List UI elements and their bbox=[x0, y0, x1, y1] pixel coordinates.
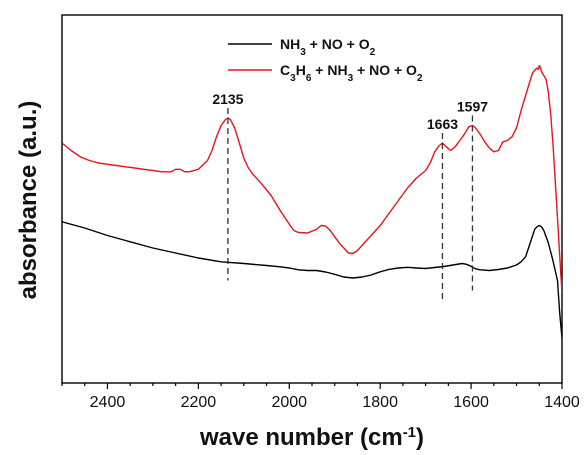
legend-label-1-part-4: 2 bbox=[370, 47, 376, 58]
legend-label-2-part-5: + NH bbox=[311, 62, 347, 78]
x-tick-label-2000: 2000 bbox=[271, 394, 307, 411]
legend-label-1: NH3 + NO + O2 bbox=[280, 36, 376, 58]
x-axis: 2400 2200 2000 1800 1600 1400 bbox=[61, 383, 580, 411]
legend-label-1-part-2: 3 bbox=[300, 47, 306, 58]
peak-label-1663: 1663 bbox=[427, 116, 458, 132]
x-axis-title: wave number (cm-1) bbox=[199, 424, 424, 452]
y-axis-title: absorbance (a.u.) bbox=[15, 101, 42, 300]
legend-label-2: C3H6 + NH3 + NO + O2 bbox=[280, 62, 423, 84]
x-axis-title-text: wave number (cm bbox=[199, 424, 403, 451]
x-axis-title-sup: -1 bbox=[403, 424, 416, 441]
x-tick-label-1400: 1400 bbox=[544, 394, 580, 411]
legend-label-2-part-3: H bbox=[296, 62, 306, 78]
legend-label-2-part-4: 6 bbox=[306, 73, 312, 84]
legend-label-1-part-3: + NO + O bbox=[306, 36, 370, 52]
peak-label-2135: 2135 bbox=[212, 91, 243, 107]
legend-label-2-part-6: 3 bbox=[348, 73, 354, 84]
legend-label-1-part-1: NH bbox=[280, 36, 300, 52]
series-line-1 bbox=[62, 221, 562, 339]
x-tick-label-2400: 2400 bbox=[90, 394, 126, 411]
peak-label-1597: 1597 bbox=[457, 99, 488, 115]
x-tick-label-1600: 1600 bbox=[453, 394, 489, 411]
x-tick-label-2200: 2200 bbox=[181, 394, 217, 411]
legend-label-2-part-1: C bbox=[280, 62, 290, 78]
x-tick-label-1800: 1800 bbox=[362, 394, 398, 411]
x-axis-title-close: ) bbox=[416, 424, 424, 451]
legend-label-2-part-8: 2 bbox=[417, 73, 423, 84]
legend-label-2-part-7: + NO + O bbox=[353, 62, 417, 78]
series-layer bbox=[62, 64, 562, 339]
series-line-2 bbox=[62, 64, 562, 294]
legend-label-2-part-2: 3 bbox=[290, 73, 296, 84]
